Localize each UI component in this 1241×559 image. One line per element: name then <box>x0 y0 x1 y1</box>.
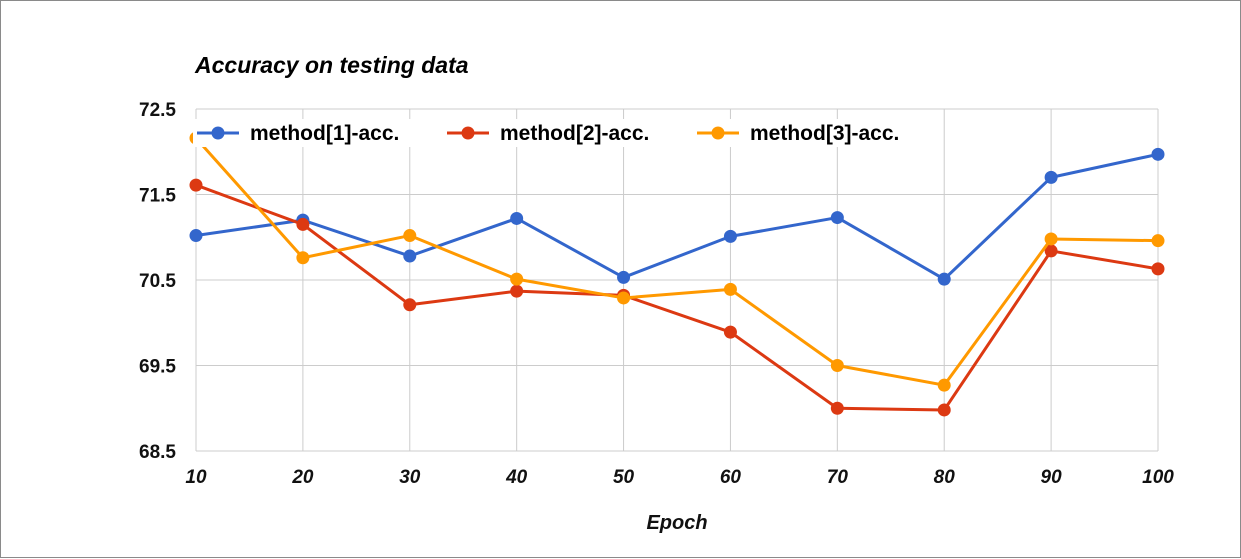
data-point <box>403 229 417 243</box>
data-point <box>1044 244 1058 258</box>
data-point <box>510 272 524 286</box>
series-line <box>194 137 1159 387</box>
x-tick-label: 40 <box>505 467 528 488</box>
x-tick-label: 90 <box>1041 467 1063 488</box>
legend-swatch-marker <box>211 126 225 140</box>
series-group <box>189 131 1165 417</box>
data-point <box>830 401 844 415</box>
legend-item: method[2]-acc. <box>443 119 671 147</box>
data-point <box>1151 262 1165 276</box>
data-point <box>617 270 631 284</box>
series-2 <box>189 178 1165 417</box>
x-axis-label: Epoch <box>646 512 707 534</box>
x-axis-ticks: 10 20 30 40 50 60 70 80 90 100 <box>185 467 1174 488</box>
data-point <box>510 284 524 298</box>
data-point <box>296 251 310 265</box>
data-point <box>937 272 951 286</box>
data-point <box>723 229 737 243</box>
y-tick-label: 72.5 <box>139 100 176 121</box>
x-tick-label: 10 <box>185 467 207 488</box>
y-tick-label: 68.5 <box>139 442 176 463</box>
y-tick-label: 69.5 <box>139 357 176 378</box>
data-point <box>617 291 631 305</box>
data-point <box>510 211 524 225</box>
data-point <box>1044 170 1058 184</box>
data-point <box>937 378 951 392</box>
legend-label: method[2]-acc. <box>500 122 649 145</box>
x-tick-label: 60 <box>720 467 742 488</box>
data-point <box>937 403 951 417</box>
data-point <box>830 359 844 372</box>
series-line <box>195 183 1159 412</box>
x-tick-label: 70 <box>827 467 849 488</box>
data-point <box>723 282 737 296</box>
data-point <box>723 325 737 339</box>
x-tick-label: 100 <box>1142 467 1174 488</box>
legend-swatch-marker <box>711 126 725 140</box>
y-axis-ticks: 68.5 69.5 70.5 71.5 72.5 <box>139 100 176 463</box>
data-point <box>189 178 203 192</box>
grid <box>195 108 1159 452</box>
y-tick-label: 70.5 <box>139 271 176 292</box>
data-point <box>189 229 203 243</box>
legend-swatch-marker <box>461 126 475 140</box>
data-point <box>830 211 844 225</box>
x-tick-label: 80 <box>934 467 956 488</box>
legend: method[1]-acc. method[2]-acc. method[3]-ac… <box>193 119 921 147</box>
data-point <box>1044 232 1058 246</box>
chart-title: Accuracy on testing data <box>194 52 469 78</box>
data-point <box>296 217 310 231</box>
legend-label: method[1]-acc. <box>250 122 399 145</box>
legend-item: method[1]-acc. <box>193 119 421 147</box>
x-tick-label: 30 <box>399 467 421 488</box>
legend-item: method[3]-acc. <box>693 119 921 147</box>
legend-label: method[3]-acc. <box>750 122 899 145</box>
series-3 <box>189 131 1165 392</box>
data-point <box>1151 234 1165 248</box>
x-tick-label: 50 <box>613 467 635 488</box>
data-point <box>403 298 417 312</box>
series-1 <box>189 147 1165 286</box>
series-line <box>195 152 1159 281</box>
x-tick-label: 20 <box>291 467 314 488</box>
y-tick-label: 71.5 <box>139 186 176 207</box>
data-point <box>1151 147 1165 161</box>
data-point <box>403 249 417 263</box>
